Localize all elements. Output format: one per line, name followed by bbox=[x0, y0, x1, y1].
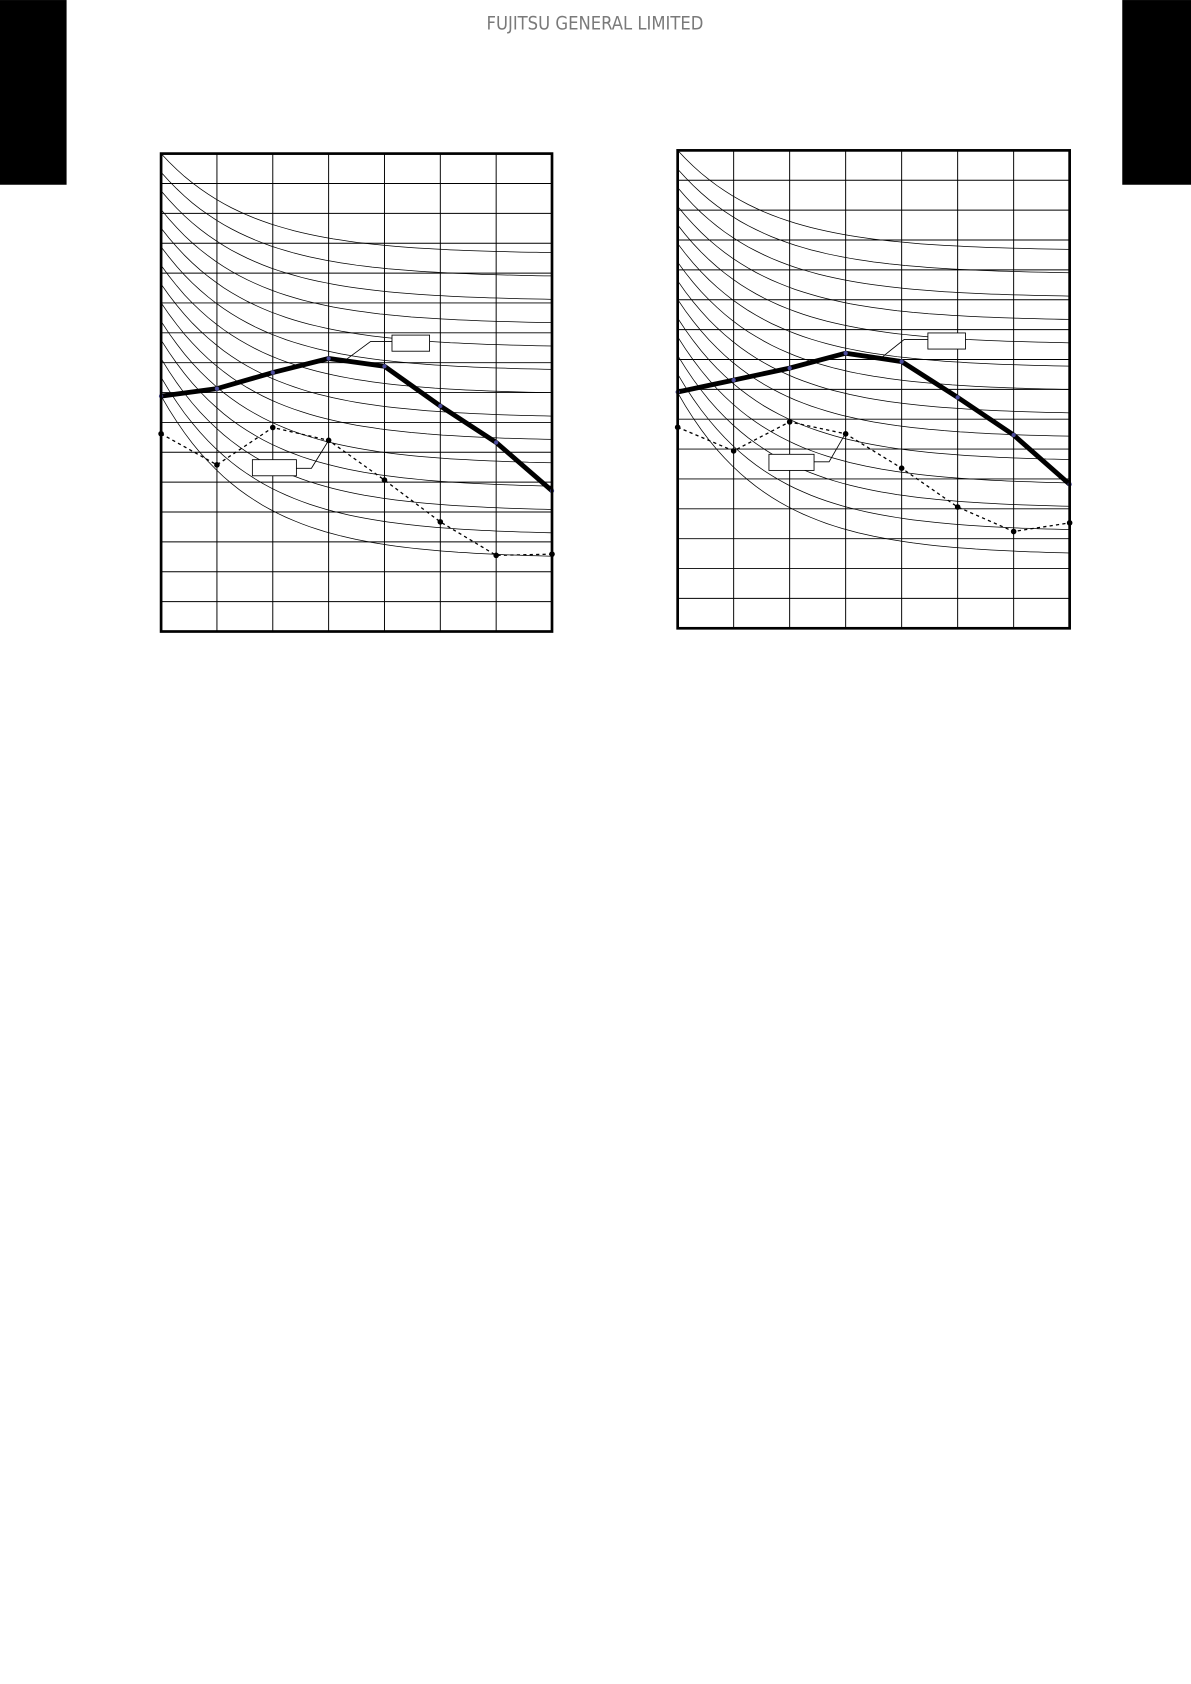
data-point bbox=[326, 356, 331, 361]
series-line bbox=[677, 421, 1070, 533]
label-box bbox=[251, 459, 297, 477]
corner-tab bbox=[1122, 0, 1191, 185]
plot-border bbox=[676, 149, 1071, 630]
series-line bbox=[160, 356, 554, 493]
iso-curve bbox=[677, 280, 1070, 414]
iso-curve bbox=[161, 209, 553, 324]
series-line bbox=[160, 426, 553, 556]
data-point bbox=[787, 365, 792, 371]
iso-curve bbox=[161, 153, 553, 253]
iso-curve bbox=[161, 283, 553, 417]
iso-curve bbox=[161, 339, 553, 487]
iso-curve bbox=[677, 168, 1070, 274]
data-point bbox=[381, 477, 388, 483]
iso-curve bbox=[161, 358, 553, 510]
data-point bbox=[214, 462, 220, 468]
data-point bbox=[269, 424, 276, 431]
iso-curve bbox=[161, 172, 553, 277]
chart bbox=[674, 149, 1073, 630]
iso-curve bbox=[677, 206, 1070, 320]
iso-curve bbox=[677, 224, 1070, 344]
iso-curve bbox=[161, 321, 553, 464]
iso-curve bbox=[677, 150, 1070, 250]
iso-curve bbox=[677, 187, 1070, 297]
plot-border bbox=[159, 152, 554, 633]
label-box bbox=[391, 334, 431, 352]
data-point bbox=[1011, 432, 1016, 438]
data-point bbox=[730, 448, 737, 454]
leader-line bbox=[814, 433, 846, 463]
data-point bbox=[955, 395, 960, 400]
iso-curves bbox=[161, 153, 553, 557]
label-box bbox=[768, 453, 815, 471]
data-point bbox=[731, 377, 736, 383]
data-point bbox=[899, 359, 904, 364]
iso-curve bbox=[677, 373, 1070, 530]
iso-curve bbox=[161, 227, 553, 347]
data-point bbox=[898, 465, 905, 471]
leader-line bbox=[345, 341, 392, 361]
leader-line bbox=[882, 338, 928, 357]
charts bbox=[158, 149, 1073, 633]
leader-line bbox=[296, 440, 329, 469]
data-point bbox=[1010, 528, 1017, 535]
iso-curve bbox=[677, 243, 1070, 367]
corner-tab bbox=[0, 0, 67, 185]
iso-curve bbox=[161, 246, 553, 370]
iso-curve bbox=[161, 302, 553, 440]
data-point bbox=[437, 519, 444, 525]
data-point bbox=[214, 386, 220, 391]
iso-curve bbox=[677, 317, 1070, 460]
data-point bbox=[382, 364, 387, 369]
label-box bbox=[927, 332, 966, 350]
iso-curves bbox=[677, 150, 1070, 554]
iso-curve bbox=[161, 377, 553, 534]
data-point bbox=[438, 403, 443, 409]
header-title: FUJITSU GENERAL LIMITED bbox=[487, 14, 704, 35]
iso-curve bbox=[161, 190, 553, 300]
iso-curve bbox=[677, 261, 1070, 390]
iso-curve bbox=[677, 299, 1070, 437]
iso-curve bbox=[677, 336, 1070, 484]
data-point bbox=[954, 504, 961, 510]
data-point bbox=[786, 419, 793, 425]
iso-curve bbox=[161, 395, 553, 557]
iso-curve bbox=[677, 355, 1070, 507]
data-point bbox=[270, 370, 275, 375]
iso-curve bbox=[677, 392, 1070, 554]
annotations bbox=[251, 332, 966, 477]
series-line bbox=[677, 350, 1072, 487]
chart bbox=[158, 152, 555, 633]
data-point bbox=[843, 351, 848, 356]
data-point bbox=[493, 552, 499, 559]
data-point bbox=[494, 440, 499, 445]
iso-curve bbox=[161, 265, 553, 394]
